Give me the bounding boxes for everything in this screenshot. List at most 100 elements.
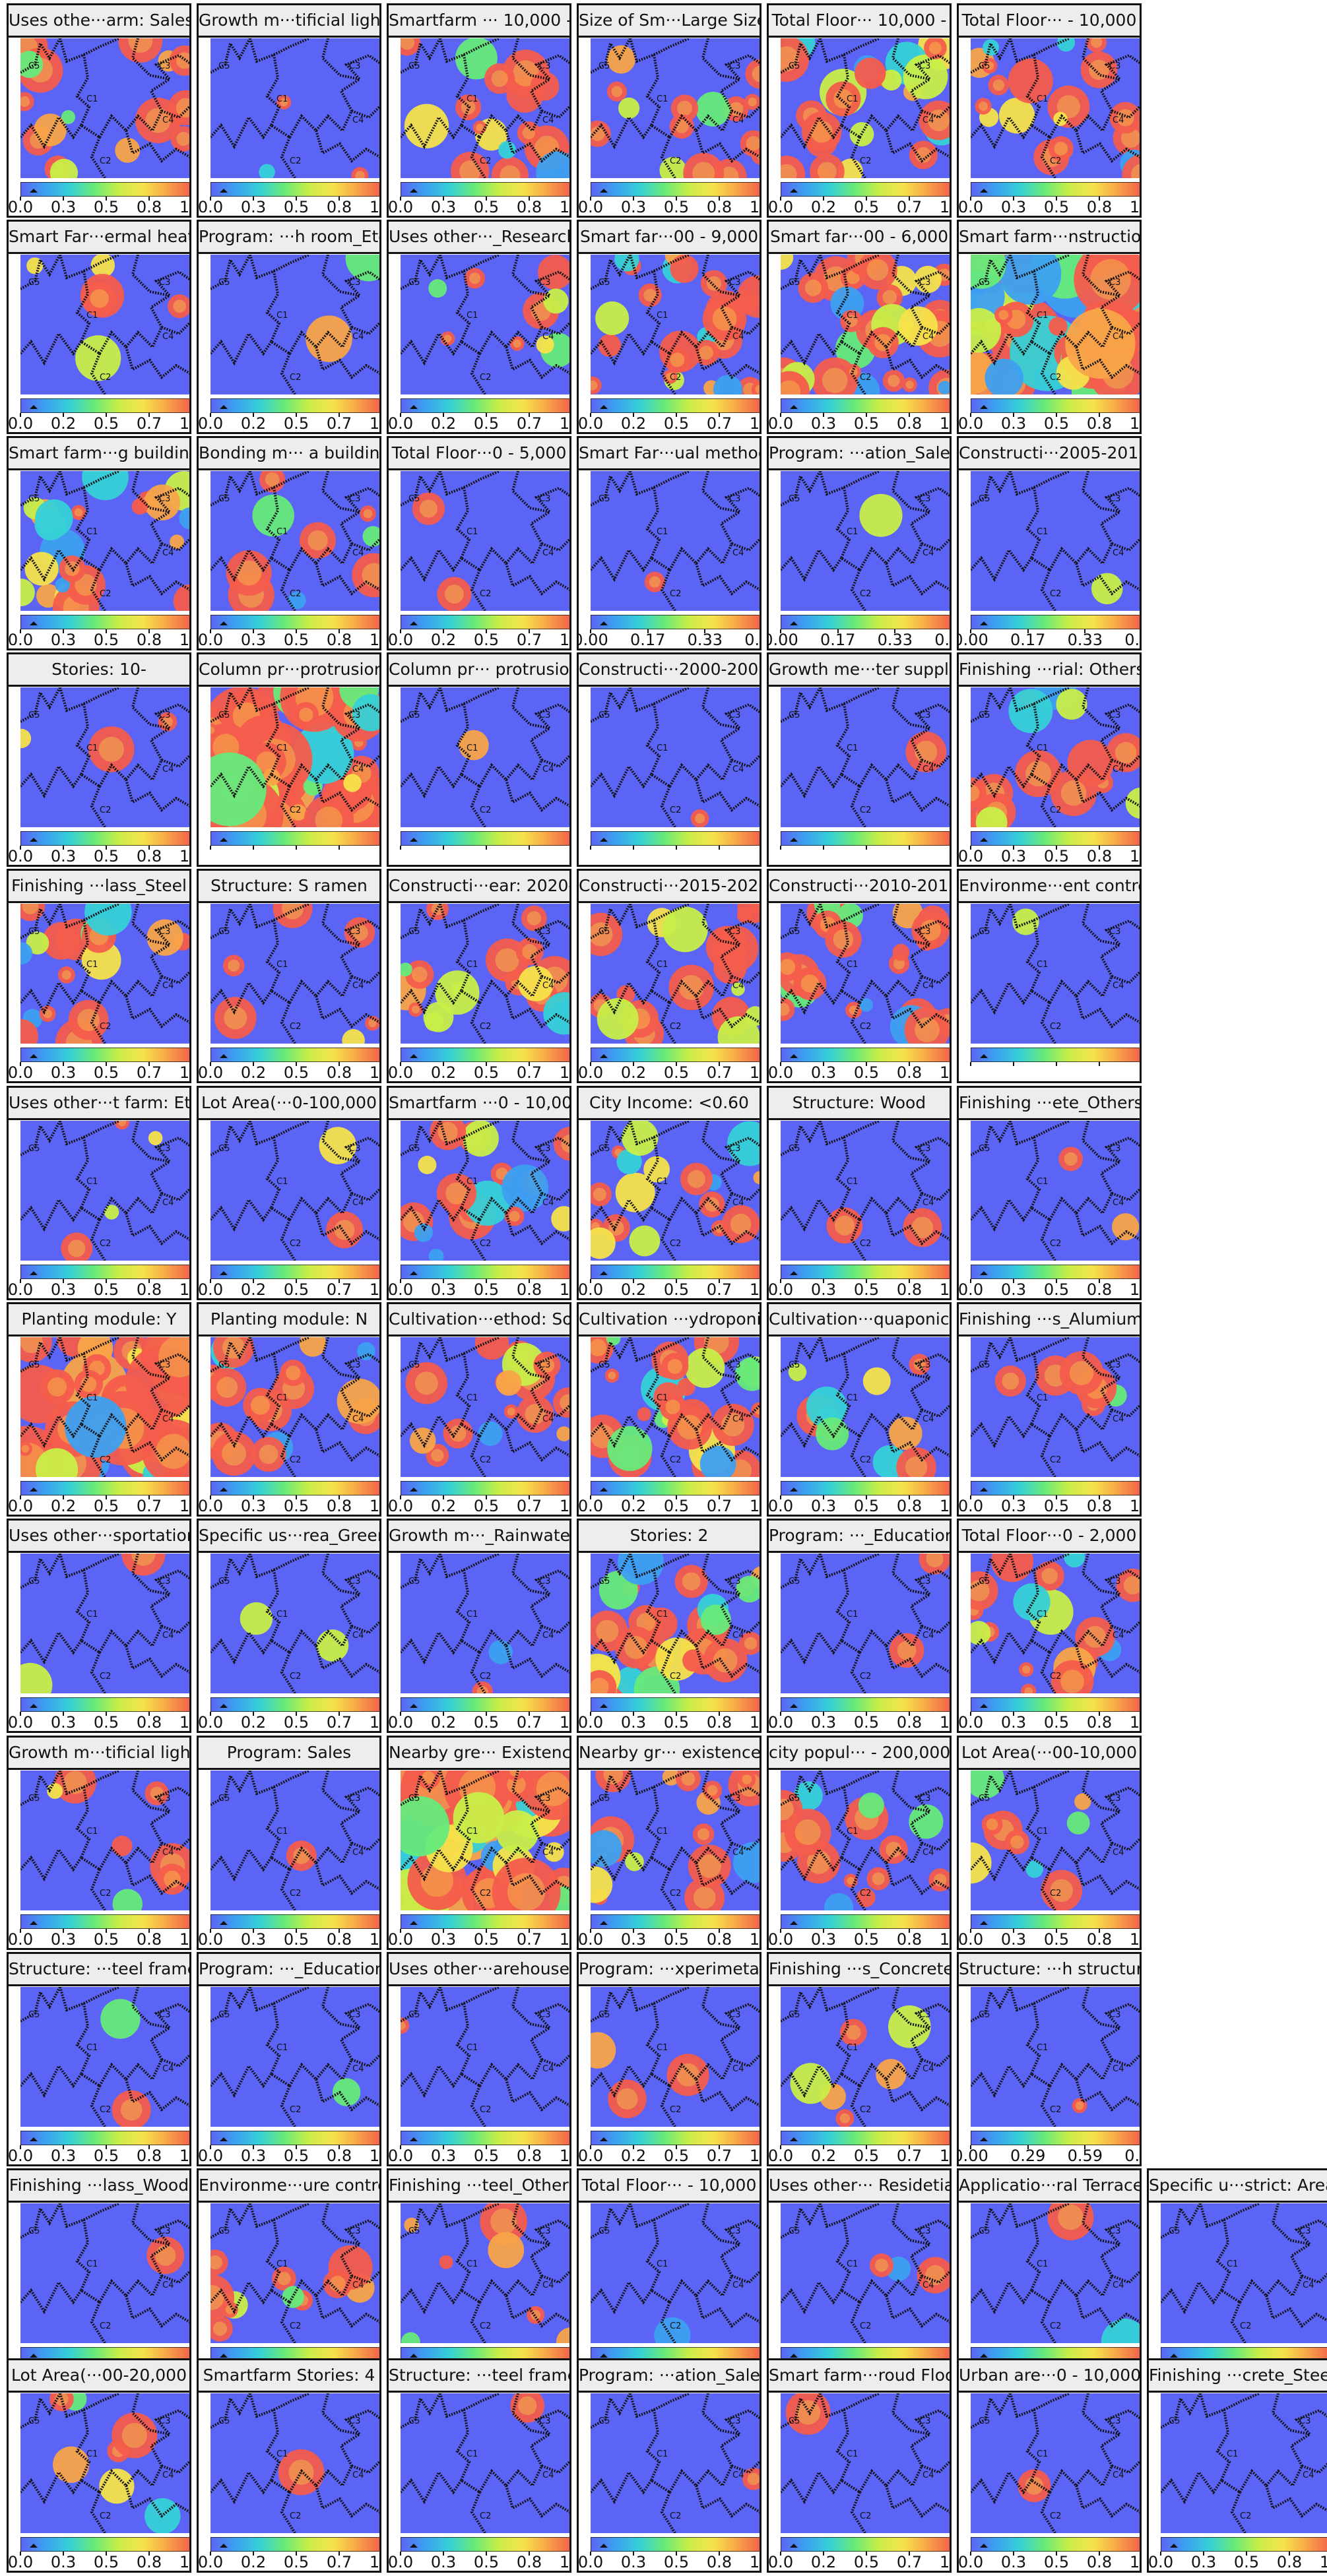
panel-title: Smartfarm ···0 - 10,000	[389, 1088, 569, 1120]
tick-mark	[633, 1279, 634, 1283]
tick-label: 0.0	[767, 1063, 794, 1082]
cluster-label: C1	[1037, 743, 1048, 753]
colorbar	[210, 615, 379, 629]
tick-label: 0.3	[240, 1497, 267, 1515]
cluster-label: C2	[1050, 2321, 1061, 2331]
tick-label: 0.8	[326, 1063, 352, 1082]
tick-label: 0.8	[326, 1497, 352, 1515]
colorbar	[20, 1048, 189, 1062]
colorbar	[401, 1048, 569, 1062]
tick-label: 0.7	[896, 2553, 922, 2571]
heatmap-plot: C1 C2 C3 C4 C5	[781, 38, 950, 178]
tick-mark	[486, 2145, 487, 2149]
tick-label: 0.2	[240, 1280, 267, 1299]
heatmap-panel: Total Floor··· 10,000 - C1 C2 C3 C4 C5 0.0 0.2 0…	[767, 3, 952, 218]
panel-title: Structure: ···h structure	[959, 1954, 1140, 1986]
panel-title: Uses other···sportation	[9, 1521, 189, 1553]
colorbar-ticks: 0.0 0.2 0.5 0.7 1.0	[579, 1279, 760, 1298]
tick-mark	[106, 197, 107, 201]
panel-title: Uses other···_Research	[389, 222, 569, 254]
tick-label: 0.8	[136, 631, 162, 649]
tick-label: 0.3	[50, 2553, 77, 2571]
cluster-label: C3	[1109, 494, 1120, 504]
heatmap-plot: C1 C2 C3 C4 C5	[1161, 2393, 1327, 2533]
colorbar	[781, 182, 950, 197]
cluster-label: C1	[86, 743, 98, 753]
tick-label: 0.5	[473, 1713, 500, 1732]
cluster-label: C4	[542, 1414, 554, 1424]
panel-title: Total Floor··· - 10,000	[959, 5, 1140, 38]
colorbar-ticks: 0.0 0.3 0.5 0.8 1.0	[199, 1929, 379, 1948]
colorbar-ticks: 0.0 0.3 0.5 0.8 1.0	[389, 2552, 569, 2571]
tick-mark	[1099, 2552, 1100, 2556]
cluster-label: C5	[28, 1144, 40, 1154]
tick-mark	[210, 2552, 211, 2556]
tick-mark	[823, 1495, 824, 1499]
cluster-label: C4	[162, 1848, 174, 1858]
tick-label: 0.0	[387, 1063, 414, 1082]
tick-mark	[486, 2552, 487, 2556]
cluster-label: C2	[290, 1455, 301, 1465]
colorbar-ticks: 0.0 0.3 0.5 0.8 1.0	[9, 1279, 189, 1298]
cluster-label: C5	[599, 1360, 610, 1370]
colorbar	[591, 1048, 760, 1062]
cluster-label: C5	[789, 710, 800, 720]
tick-label: 0.0	[577, 198, 604, 216]
cluster-label: C1	[1037, 960, 1048, 970]
panel-title: Column pr···protrusion	[199, 654, 379, 687]
cluster-label: C4	[1113, 2280, 1124, 2290]
tick-label: 0.2	[810, 2553, 837, 2571]
panel-title: Uses other··· Residetial	[769, 2170, 950, 2203]
cluster-label: C4	[352, 981, 364, 991]
tick-label: 0.33	[877, 631, 913, 649]
heatmap-plot: C1 C2 C3 C4 C5	[210, 2203, 379, 2343]
cluster-label: C2	[1050, 156, 1061, 166]
tick-mark	[590, 1062, 591, 1066]
tick-mark	[1027, 2145, 1029, 2149]
tick-mark	[866, 1062, 867, 1066]
tick-mark	[1084, 629, 1086, 633]
colorbar-ticks: 0.0 0.3 0.5 0.7 1.0	[389, 1929, 569, 1948]
cluster-label: C5	[979, 927, 990, 937]
cluster-label: C1	[86, 1827, 98, 1837]
panel-title: Growth m···tificial light	[199, 5, 379, 38]
cluster-label: C2	[1050, 805, 1061, 815]
cluster-label: C3	[729, 1577, 740, 1586]
cluster-label: C4	[732, 1848, 744, 1858]
cluster-label: C1	[276, 2043, 288, 2053]
tick-label: 0.7	[326, 1280, 352, 1299]
tick-mark	[1203, 2552, 1204, 2556]
tick-label: 0.5	[663, 1930, 690, 1949]
colorbar-ticks: 0.0 0.2 0.5 0.7 1.0	[389, 1495, 569, 1515]
cluster-label: C3	[349, 1794, 360, 1804]
tick-mark	[1246, 2552, 1247, 2556]
cluster-label: C5	[28, 494, 40, 504]
cluster-label: C4	[732, 115, 744, 125]
tick-label: 0.7	[706, 1063, 732, 1082]
tick-mark	[590, 1495, 591, 1499]
cluster-label: C3	[159, 2226, 170, 2236]
cluster-label: C3	[919, 710, 930, 720]
heatmap-panel: Program: ···_Education C1 C2 C3 C4 C5 0.0 0.3 0.…	[197, 1952, 381, 2166]
tick-label: 0.0	[197, 2553, 224, 2571]
colorbar	[20, 831, 189, 846]
tick-mark	[1084, 2145, 1086, 2149]
tick-label: 0.7	[326, 1713, 352, 1732]
cluster-label: C5	[789, 1577, 800, 1586]
heatmap-panel: Finishing ···teel_OthersC1C2C3C4C50.00.3…	[387, 2168, 571, 2383]
cluster-label: C4	[352, 115, 364, 125]
tick-label: 0.3	[1000, 847, 1027, 865]
cluster-label: C4	[922, 1198, 934, 1208]
heatmap-plot: C1 C2 C3 C4 C5	[781, 2203, 950, 2343]
cluster-label: C5	[979, 2416, 990, 2426]
cluster-label: C5	[218, 1794, 230, 1804]
heatmap-plot: C1 C2 C3 C4 C5	[20, 471, 189, 611]
cluster-label: C4	[352, 2280, 364, 2290]
cluster-label: C1	[847, 1610, 858, 1619]
cluster-label: C4	[922, 548, 934, 558]
cluster-label: C2	[480, 2321, 491, 2331]
tick-mark	[719, 1279, 720, 1283]
tick-mark	[909, 2145, 910, 2149]
cluster-label: C4	[1303, 2280, 1314, 2290]
heatmap-panel: Smartfarm ··· 10,000 - C1 C2 C3 C4 C5 0.0 0.3 0.…	[387, 3, 571, 218]
